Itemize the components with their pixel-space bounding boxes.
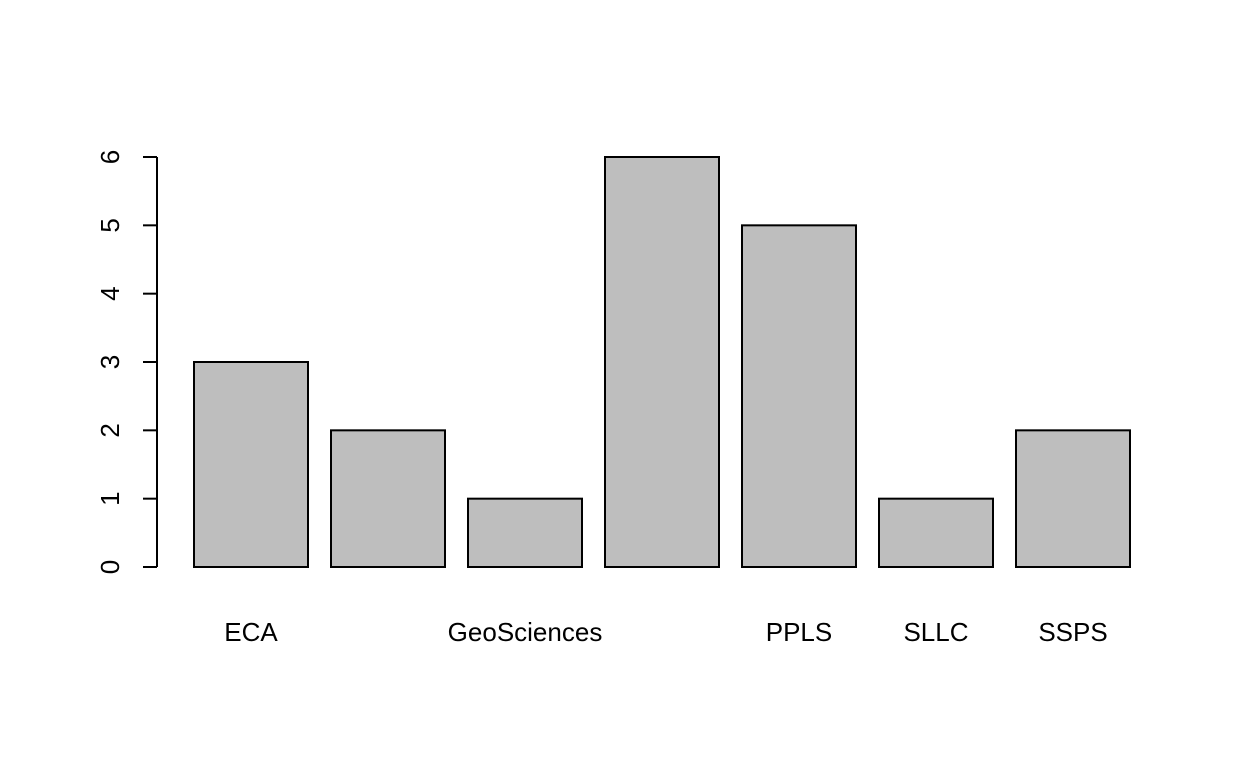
y-tick-label-5: 5 bbox=[95, 218, 125, 232]
y-tick-label-3: 3 bbox=[95, 355, 125, 369]
bars-group bbox=[193, 156, 1131, 569]
category-label-2: GeoSciences bbox=[448, 617, 603, 647]
bar-1 bbox=[330, 429, 446, 569]
y-axis: 0 1 2 3 4 5 6 bbox=[95, 150, 158, 574]
bar-3 bbox=[604, 156, 720, 568]
bar-5 bbox=[878, 497, 994, 568]
bar-2 bbox=[467, 497, 583, 568]
bar-0 bbox=[193, 361, 309, 568]
y-tick-label-1: 1 bbox=[95, 491, 125, 505]
category-label-5: SLLC bbox=[903, 617, 968, 647]
y-tick-label-6: 6 bbox=[95, 150, 125, 164]
category-label-6: SSPS bbox=[1038, 617, 1107, 647]
y-tick-label-4: 4 bbox=[95, 286, 125, 300]
x-axis-labels: ECA GeoSciences PPLS SLLC SSPS bbox=[224, 617, 1107, 647]
bar-4 bbox=[741, 224, 857, 568]
category-label-0: ECA bbox=[224, 617, 278, 647]
bar-6 bbox=[1015, 429, 1131, 569]
y-tick-label-0: 0 bbox=[95, 560, 125, 574]
category-label-4: PPLS bbox=[766, 617, 833, 647]
y-tick-label-2: 2 bbox=[95, 423, 125, 437]
